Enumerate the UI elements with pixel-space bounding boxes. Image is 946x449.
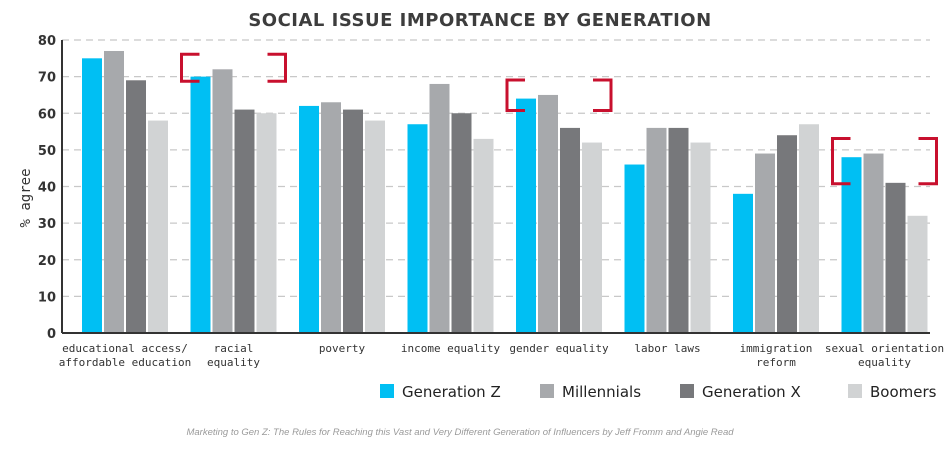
legend-swatch [380, 384, 394, 398]
x-tick-label: sexual orientation equality [825, 342, 944, 369]
y-tick-label: 60 [38, 107, 56, 122]
x-tick-label: gender equality [509, 342, 609, 355]
legend-label: Generation X [702, 383, 801, 401]
bar [885, 182, 906, 333]
bar [755, 153, 775, 333]
bar [841, 157, 862, 333]
legend-label: Millennials [562, 383, 641, 401]
bar [212, 69, 233, 334]
bar [126, 80, 146, 333]
bar [624, 164, 645, 333]
bar [473, 138, 494, 333]
bracket-left [180, 52, 200, 83]
y-axis-label: % agree [18, 168, 34, 227]
y-tick-label: 20 [38, 254, 56, 269]
bar [321, 102, 341, 333]
x-tick-label: immigration reform [740, 342, 813, 369]
x-tick-label: labor laws [634, 342, 700, 355]
highlight-brackets [180, 52, 938, 186]
legend-swatch [848, 384, 862, 398]
bar [560, 127, 580, 334]
y-tick-label: 30 [38, 217, 56, 232]
bar [646, 127, 667, 334]
y-axis-ticks: 0 10 20 30 40 50 60 70 80 [38, 34, 56, 342]
y-tick-label: 50 [38, 144, 56, 159]
bar [582, 142, 602, 333]
bar [516, 98, 536, 333]
bracket-right [593, 78, 613, 113]
bar [907, 215, 928, 333]
category-labels: educational access/affordable education r… [59, 342, 944, 369]
bracket-right [918, 137, 938, 186]
y-tick-label: 40 [38, 181, 56, 196]
x-tick-label: racial equality [207, 342, 260, 369]
bar [148, 120, 168, 333]
bar [82, 58, 102, 333]
bar [733, 193, 753, 333]
legend-swatch [680, 384, 694, 398]
bar [429, 83, 450, 333]
bar [538, 94, 558, 333]
bar [690, 142, 711, 333]
y-tick-label: 10 [38, 290, 56, 305]
y-tick-label: 0 [47, 327, 56, 342]
bar [863, 153, 884, 333]
bar [777, 135, 797, 333]
legend: Generation Z Millennials Generation X Boome… [380, 383, 937, 401]
x-tick-label: educational access/affordable education [59, 342, 191, 369]
bracket-right [267, 52, 287, 83]
bracket-left [505, 78, 525, 113]
bar [451, 113, 472, 333]
chart-title: SOCIAL ISSUE IMPORTANCE BY GENERATION [248, 10, 711, 31]
y-tick-label: 80 [38, 34, 56, 49]
bar [343, 109, 363, 334]
bracket-left [831, 137, 851, 186]
bar [256, 113, 277, 333]
bar [104, 50, 124, 334]
bar [190, 76, 211, 333]
x-tick-label: income equality [401, 342, 501, 355]
bar [407, 124, 428, 333]
bar [365, 120, 385, 333]
bar [234, 109, 255, 334]
bar [299, 105, 319, 333]
legend-swatch [540, 384, 554, 398]
legend-label: Generation Z [402, 383, 501, 401]
bars [82, 50, 928, 334]
source-caption: Marketing to Gen Z: The Rules for Reachi… [186, 427, 734, 438]
bar [799, 124, 819, 333]
y-tick-label: 70 [38, 71, 56, 86]
legend-label: Boomers [870, 383, 937, 401]
x-tick-label: poverty [319, 342, 366, 355]
bar [668, 127, 689, 334]
